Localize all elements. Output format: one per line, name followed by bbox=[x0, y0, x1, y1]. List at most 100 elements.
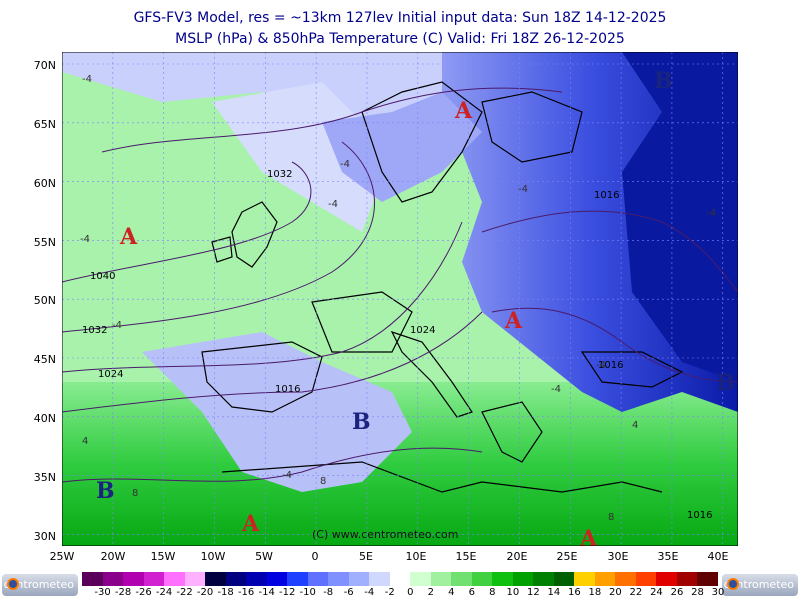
color-scale-tick-label: 20 bbox=[609, 587, 622, 598]
temperature-label: -4 bbox=[596, 360, 606, 371]
latitude-label: 55N bbox=[33, 236, 56, 249]
latitude-label: 65N bbox=[33, 118, 56, 131]
color-scale-swatch bbox=[553, 572, 575, 586]
temperature-label: 8 bbox=[608, 512, 614, 523]
color-scale-tick-label: -20 bbox=[196, 587, 214, 598]
isobar-label: 1016 bbox=[594, 190, 619, 201]
logo-icon bbox=[727, 578, 739, 590]
color-scale-swatch bbox=[287, 572, 309, 586]
longitude-label: 15E bbox=[455, 550, 477, 563]
high-pressure-marker: A bbox=[504, 308, 523, 334]
france-coast bbox=[311, 291, 413, 353]
cold-pool-iberia bbox=[142, 332, 412, 492]
color-scale-tick-label: 30 bbox=[711, 587, 725, 598]
color-scale-tick-label: -4 bbox=[364, 587, 375, 598]
isobars bbox=[62, 87, 738, 483]
color-scale-tick-label: -24 bbox=[155, 587, 173, 598]
logo-text: centrometeo bbox=[723, 578, 794, 591]
isobar bbox=[62, 311, 483, 413]
color-scale-tick-label: -14 bbox=[258, 587, 275, 598]
color-scale-swatch bbox=[430, 572, 452, 586]
isobar-label: 1024 bbox=[98, 369, 123, 380]
color-scale-swatch bbox=[594, 572, 616, 586]
longitude-label: 20W bbox=[100, 550, 126, 563]
color-scale-tick-label: -26 bbox=[135, 587, 152, 598]
isobar-label: 1024 bbox=[410, 325, 435, 336]
color-scale-tick-label: 6 bbox=[468, 587, 475, 598]
temperature-label: -4 bbox=[328, 199, 338, 210]
color-scale-swatch bbox=[635, 572, 657, 586]
great-britain-coast bbox=[231, 201, 278, 268]
north-africa-coast bbox=[221, 461, 663, 493]
low-pressure-marker: B bbox=[352, 409, 371, 435]
color-scale-swatch bbox=[123, 572, 145, 586]
latitude-label: 30N bbox=[33, 530, 56, 543]
color-scale-tick-label: 28 bbox=[691, 587, 704, 598]
color-scale-swatch bbox=[246, 572, 268, 586]
color-scale-tick-label: 16 bbox=[568, 587, 581, 598]
color-scale-tick-label: 2 bbox=[427, 587, 434, 598]
color-scale-tick-label: -28 bbox=[114, 587, 132, 598]
color-scale-swatch bbox=[143, 572, 165, 586]
color-scale-swatch bbox=[225, 572, 247, 586]
color-scale-swatch bbox=[676, 572, 698, 586]
color-scale-tick-label: -6 bbox=[343, 587, 354, 598]
temperature-label: 8 bbox=[320, 476, 326, 487]
color-scale-swatch bbox=[492, 572, 514, 586]
temperature-label: 4 bbox=[632, 420, 638, 431]
longitude-label: 25E bbox=[556, 550, 578, 563]
pressure-centers: A A A A A A B B B B bbox=[96, 68, 735, 546]
color-scale-tick-label: -30 bbox=[94, 587, 111, 598]
cold-pool-scandinavia bbox=[322, 92, 482, 202]
isobar bbox=[491, 307, 738, 383]
isobar-label: 1016 bbox=[598, 360, 623, 371]
latitude-label: 45N bbox=[33, 353, 56, 366]
high-pressure-marker: A bbox=[579, 526, 598, 546]
low-pressure-marker: B bbox=[654, 68, 673, 94]
color-scale-tick-label: 22 bbox=[629, 587, 643, 598]
color-scale-tick-label: -2 bbox=[384, 587, 395, 598]
longitude-label: 5E bbox=[359, 550, 373, 563]
temperature-label: 4 bbox=[82, 436, 88, 447]
color-scale-tick-label: 0 bbox=[407, 587, 414, 598]
color-scale-swatch bbox=[410, 572, 432, 586]
color-scale-tick-label: -12 bbox=[278, 587, 296, 598]
color-scale-swatch bbox=[471, 572, 493, 586]
color-scale-tick-label: -18 bbox=[217, 587, 234, 598]
scandinavia-coast bbox=[361, 81, 483, 203]
graticule bbox=[62, 52, 738, 546]
color-scale-swatch bbox=[205, 572, 227, 586]
longitude-label: 30E bbox=[607, 550, 629, 563]
longitude-label: 0 bbox=[311, 550, 319, 563]
color-scale-swatch bbox=[389, 572, 411, 586]
color-scale-tick-label: -16 bbox=[237, 587, 255, 598]
chart-title: GFS-FV3 Model, res = ~13km 127lev Initia… bbox=[133, 10, 667, 26]
color-scale-swatch bbox=[451, 572, 473, 586]
temperature-label: -4 bbox=[518, 184, 528, 195]
centrometeo-logo-right: centrometeo bbox=[722, 574, 798, 596]
temperature-label: -4 bbox=[551, 384, 561, 395]
color-scale-swatch bbox=[656, 572, 678, 586]
longitude-label: 10E bbox=[405, 550, 427, 563]
color-scale-tick-label: 10 bbox=[506, 587, 520, 598]
color-scale-tick-label: 12 bbox=[526, 587, 540, 598]
logo-icon bbox=[7, 578, 19, 590]
longitude-label: 15W bbox=[150, 550, 176, 563]
color-scale-tick-label: -8 bbox=[323, 587, 334, 598]
latitude-label: 50N bbox=[33, 294, 56, 307]
italy-coast bbox=[390, 330, 473, 418]
temperature-label: -4 bbox=[706, 208, 716, 219]
isobar-label: 1032 bbox=[82, 325, 107, 336]
temperature-label: 8 bbox=[132, 488, 138, 499]
color-scale-swatch bbox=[697, 572, 719, 586]
temperature-label: -4 bbox=[340, 159, 350, 170]
temperature-label: -4 bbox=[80, 234, 90, 245]
color-scale-swatch bbox=[369, 572, 391, 586]
color-scale-tick-label: -10 bbox=[299, 587, 316, 598]
color-scale-tick-label: 8 bbox=[489, 587, 496, 598]
color-scale-tick-label: 4 bbox=[448, 587, 455, 598]
iberia-coast bbox=[201, 341, 323, 413]
isobar bbox=[101, 87, 563, 153]
longitude-label: 40E bbox=[707, 550, 729, 563]
isobar-label: 1016 bbox=[687, 510, 712, 521]
